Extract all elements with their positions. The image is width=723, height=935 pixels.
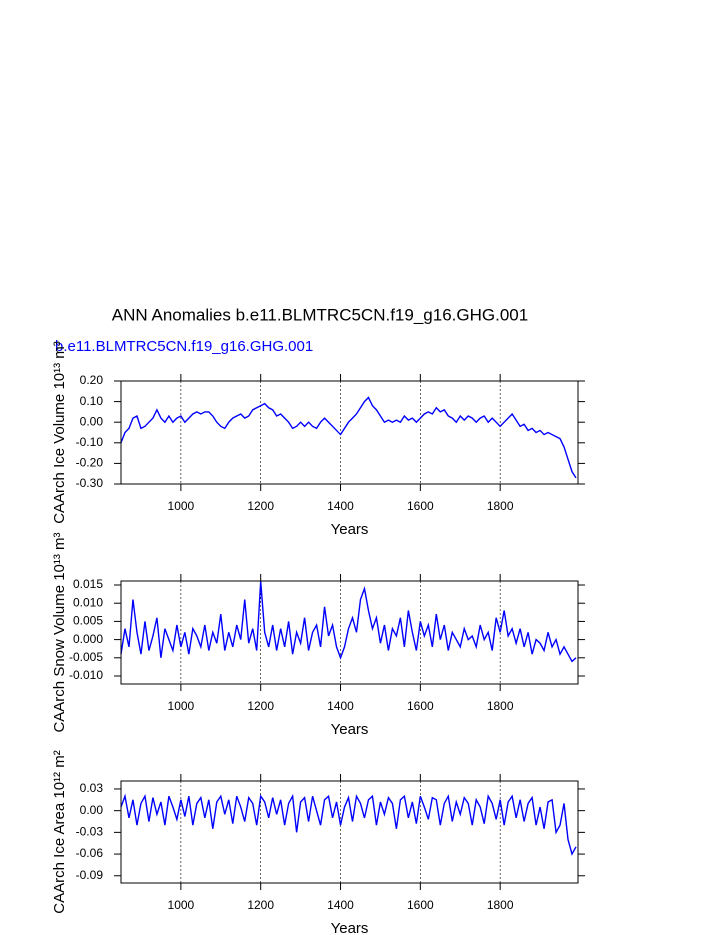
chart-title: ANN Anomalies b.e11.BLMTRC5CN.f19_g16.GH… xyxy=(112,305,528,324)
plot-frame xyxy=(120,580,579,685)
x-tick-label: 1200 xyxy=(247,898,274,912)
y-tick-label: 0.000 xyxy=(73,632,103,646)
x-tick-label: 1400 xyxy=(327,898,354,912)
y-tick-label: -0.005 xyxy=(69,650,103,664)
y-tick-label: 0.010 xyxy=(73,595,103,609)
y-tick-label: -0.20 xyxy=(76,456,104,470)
y-tick-label: -0.06 xyxy=(76,846,104,860)
x-tick-label: 1200 xyxy=(247,699,274,713)
y-axis-label: CAArch Ice Area 10¹² m² xyxy=(51,750,68,913)
y-tick-label: -0.30 xyxy=(76,476,104,490)
x-tick-label: 1000 xyxy=(168,699,195,713)
chart-subtitle: b.e11.BLMTRC5CN.f19_g16.GHG.001 xyxy=(55,338,313,355)
plot-frame xyxy=(120,380,579,485)
y-axis-label: CAArch Snow Volume 10¹³ m³ xyxy=(51,532,68,732)
data-line xyxy=(120,793,577,856)
x-tick-label: 1600 xyxy=(407,898,434,912)
y-tick-label: 0.005 xyxy=(73,614,103,628)
y-tick-label: 0.10 xyxy=(80,394,104,408)
x-tick-label: 1200 xyxy=(247,499,274,513)
x-axis-label: Years xyxy=(331,920,369,935)
y-tick-label: 0.03 xyxy=(80,781,104,795)
x-tick-label: 1000 xyxy=(168,898,195,912)
x-tick-label: 1400 xyxy=(327,499,354,513)
x-tick-label: 1000 xyxy=(168,499,195,513)
y-tick-label: 0.00 xyxy=(80,414,104,428)
x-axis-label: Years xyxy=(331,521,369,538)
x-tick-label: 1800 xyxy=(487,499,514,513)
y-tick-label: 0.00 xyxy=(80,803,104,817)
x-tick-label: 1800 xyxy=(487,699,514,713)
data-line xyxy=(120,581,577,663)
y-tick-label: -0.03 xyxy=(76,825,104,839)
y-tick-label: -0.10 xyxy=(76,435,104,449)
x-axis-label: Years xyxy=(331,721,369,738)
y-axis-label: CAArch Ice Volume 10¹³ m³ xyxy=(51,341,68,524)
y-tick-label: 0.015 xyxy=(73,577,103,591)
y-tick-label: -0.010 xyxy=(69,668,103,682)
x-tick-label: 1800 xyxy=(487,898,514,912)
y-tick-label: 0.20 xyxy=(80,373,104,387)
y-tick-label: -0.09 xyxy=(76,868,104,882)
x-tick-label: 1400 xyxy=(327,699,354,713)
x-tick-label: 1600 xyxy=(407,699,434,713)
x-tick-label: 1600 xyxy=(407,499,434,513)
plot-frame xyxy=(120,780,579,884)
data-line xyxy=(120,396,577,479)
